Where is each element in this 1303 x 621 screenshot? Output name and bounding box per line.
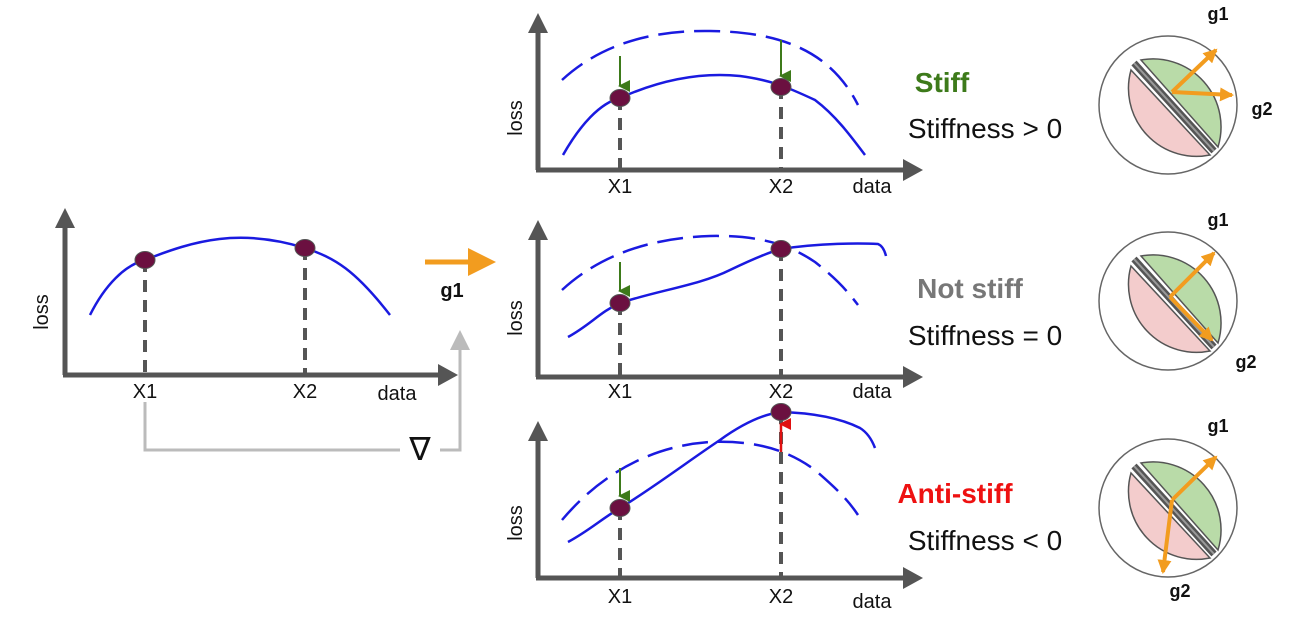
row-not-stiff: loss X1 X2 data Not stiff Stiffness = 0 … xyxy=(505,210,1257,403)
row3-xlabel: data xyxy=(853,591,893,613)
row1-stiffness: Stiffness > 0 xyxy=(908,113,1062,144)
row1-x-axis-arrowhead xyxy=(903,159,923,181)
feedback-line xyxy=(143,402,400,452)
row3-point-x1 xyxy=(609,499,631,517)
left-ylabel: loss xyxy=(31,294,53,330)
row1-x2-label: X2 xyxy=(769,176,793,198)
row3-x-axis-arrowhead xyxy=(903,567,923,589)
row2-point-x2 xyxy=(770,240,792,258)
row1-g2-vector xyxy=(1171,87,1234,102)
row3-gradient-circle: g1 g2 xyxy=(1098,416,1238,601)
row2-x2-label: X2 xyxy=(769,381,793,403)
row1-divider-hl xyxy=(1133,62,1215,152)
left-point-x2 xyxy=(294,239,316,257)
row1-category: Stiff xyxy=(915,67,970,98)
row3-stiffness: Stiffness < 0 xyxy=(908,525,1062,556)
row2-loss-curve xyxy=(567,242,888,339)
row3-point-x2 xyxy=(770,403,792,421)
row3-green-half xyxy=(1139,461,1222,552)
row3-divider-hl xyxy=(1133,465,1215,555)
row3-loss-curve xyxy=(567,410,877,544)
row1-green-half xyxy=(1139,58,1222,149)
row1-y-axis-arrowhead xyxy=(528,13,548,33)
row1-ylabel: loss xyxy=(505,100,527,136)
row2-gradient-circle: g1 g2 xyxy=(1098,210,1257,372)
row2-stiffness: Stiffness = 0 xyxy=(908,320,1062,351)
row1-point-x2 xyxy=(770,78,792,96)
row2-red-half xyxy=(1127,264,1212,354)
row2-g2-vector xyxy=(1168,295,1214,342)
row3-ylabel: loss xyxy=(505,505,527,541)
row2-g1-label: g1 xyxy=(1207,210,1228,230)
row1-g1-label: g1 xyxy=(1207,4,1228,24)
row1-g2-label: g2 xyxy=(1251,99,1272,119)
row1-point-x1 xyxy=(609,89,631,107)
row2-x-axis-arrowhead xyxy=(903,366,923,388)
row2-x1-label: X1 xyxy=(608,381,632,403)
row3-g2-label: g2 xyxy=(1169,581,1190,601)
row-anti-stiff: loss X1 X2 data Anti-stiff Stiffness < 0… xyxy=(505,403,1238,613)
row3-y-axis-arrowhead xyxy=(528,421,548,441)
g1-update-label: g1 xyxy=(440,280,463,302)
row2-xlabel: data xyxy=(853,381,893,403)
row1-circle-outline xyxy=(1098,35,1238,175)
row3-g1-vector xyxy=(1170,455,1218,502)
row3-x2-label: X2 xyxy=(769,586,793,608)
row2-ylabel: loss xyxy=(505,300,527,336)
left-y-axis-arrowhead xyxy=(55,208,75,228)
left-xlabel: data xyxy=(378,383,418,405)
update-arrow: g1 xyxy=(425,248,496,302)
row2-green-half xyxy=(1139,254,1222,345)
row2-category: Not stiff xyxy=(917,273,1023,304)
row1-gradient-circle: g1 g2 xyxy=(1098,4,1273,175)
row-stiff: loss X1 X2 data Stiff Stiffness > 0 g1 g… xyxy=(505,4,1273,198)
row3-circle-outline xyxy=(1098,438,1238,578)
row1-xlabel: data xyxy=(853,176,893,198)
left-x-axis-arrowhead xyxy=(438,364,458,386)
left-loss-curve xyxy=(88,236,391,316)
left-x1-label: X1 xyxy=(133,381,157,403)
feedback-line-up xyxy=(440,345,462,452)
row3-g2-vector xyxy=(1157,499,1174,574)
row1-g1-vector xyxy=(1170,48,1218,94)
g1-update-arrowhead xyxy=(468,248,496,276)
row2-g1-vector xyxy=(1168,251,1216,299)
row3-g1-label: g1 xyxy=(1207,416,1228,436)
row2-y-axis-arrowhead xyxy=(528,220,548,240)
row3-dashed-curve xyxy=(561,440,860,521)
left-point-x1 xyxy=(134,251,156,269)
row1-red-half xyxy=(1127,68,1212,158)
feedback-arrowhead xyxy=(450,330,470,350)
row2-g2-label: g2 xyxy=(1235,352,1256,372)
left-x2-label: X2 xyxy=(293,381,317,403)
row1-dashed-curve xyxy=(561,29,860,106)
row2-point-x1 xyxy=(609,294,631,312)
row1-x1-label: X1 xyxy=(608,176,632,198)
feedback-path: ∇ xyxy=(143,330,470,467)
nabla-symbol: ∇ xyxy=(408,431,431,467)
row2-dashed-curve xyxy=(561,234,859,306)
row3-x1-label: X1 xyxy=(608,586,632,608)
row1-loss-curve xyxy=(561,73,866,156)
row3-category: Anti-stiff xyxy=(897,478,1013,509)
left-plot: loss X1 X2 data xyxy=(31,208,458,405)
row2-circle-outline xyxy=(1098,231,1238,371)
